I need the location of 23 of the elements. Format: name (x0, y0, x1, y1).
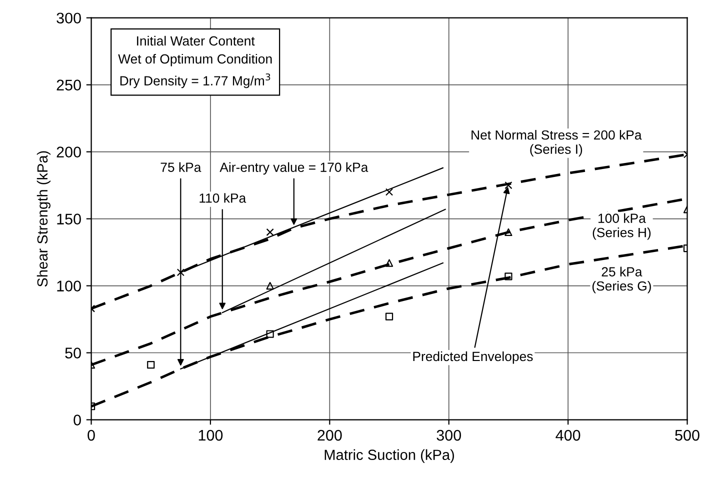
annotation: Air-entry value = 170 kPa (220, 162, 368, 175)
y-tick-label: 0 (74, 414, 81, 426)
annotation: 110 kPa (200, 193, 246, 203)
annotation: 75 kPa (160, 162, 202, 172)
y-axis-title: Shear Strength (kPa) (36, 151, 50, 287)
x-tick-label: 400 (556, 430, 580, 441)
y-tick-label: 100 (57, 280, 81, 292)
x-tick-label: 100 (198, 430, 223, 441)
x-tick-label: 500 (675, 430, 700, 441)
annotation: Predicted Envelopes (413, 351, 533, 364)
y-tick-label: 200 (56, 146, 81, 158)
y-tick-label: 250 (56, 80, 81, 90)
series-label: Net Normal Stress = 200 kPa (Series I) (472, 130, 642, 156)
series-label: 25 kPa (Series G) (592, 266, 651, 294)
series-label: 100 kPa (Series H) (592, 213, 651, 240)
x-axis-title: Matric Suction (kPa) (324, 449, 454, 463)
x-tick-label: 0 (88, 430, 95, 441)
y-tick-label: 50 (65, 348, 81, 358)
annotation: Initial Water Content Wet of Optimum Condition Dry Density = 1.77 Mg/m$^{3}$ (118, 36, 272, 88)
y-tick-label: 300 (56, 12, 81, 24)
y-tick-label: 150 (57, 214, 81, 224)
x-tick-label: 300 (436, 430, 462, 441)
x-tick-label: 200 (318, 430, 342, 441)
